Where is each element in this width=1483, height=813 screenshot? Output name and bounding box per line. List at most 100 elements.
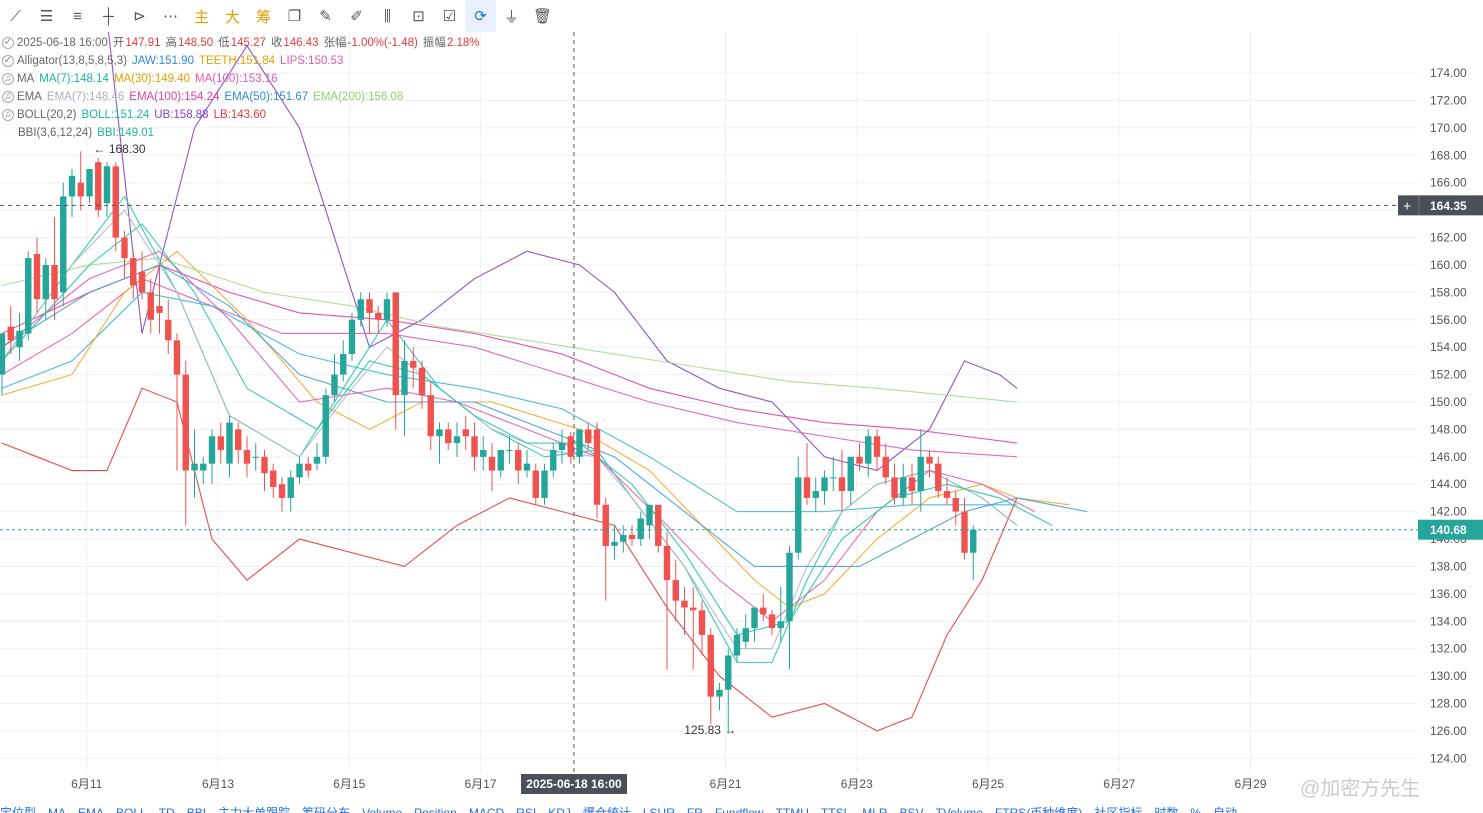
candle — [453, 422, 461, 457]
copy-icon[interactable]: ❐ — [287, 8, 302, 25]
tab-tvolume[interactable]: TVolume — [935, 806, 983, 813]
candle-body — [943, 491, 951, 498]
tab-boll[interactable]: BOLL — [116, 806, 147, 813]
candle — [742, 614, 749, 649]
brush-icon[interactable]: ✐ — [350, 8, 363, 25]
tab-main-force[interactable]: 主力大单跟踪 — [218, 806, 291, 813]
candle-body — [51, 264, 58, 300]
tab-fundflow[interactable]: Fundflow — [714, 806, 764, 813]
y-tick-label: 150.00 — [1430, 395, 1467, 409]
parallel-lines-icon[interactable]: ≡ — [73, 7, 82, 25]
tab-mlr[interactable]: MLR — [862, 806, 888, 813]
bell-icon[interactable]: ♫ — [2, 73, 14, 85]
tab-rsi[interactable]: RSI — [516, 806, 537, 813]
ema-name: EMA — [17, 91, 42, 103]
candle-body — [348, 319, 356, 355]
big-order-button[interactable]: 大 — [224, 8, 240, 26]
main-force-button[interactable]: 主 — [193, 8, 209, 26]
change-value: -1.00%(-1.48) — [347, 37, 418, 49]
candle-body — [103, 166, 111, 204]
collapse-icon[interactable]: ✓ — [2, 55, 14, 67]
tab-chip[interactable]: 筹码分布 — [302, 806, 351, 813]
tab-ttmu[interactable]: TTMU — [775, 806, 809, 813]
candlestick-chart[interactable]: 124.00 126.00 128.00 130.00 132.00 134.00 136.… — [0, 32, 1483, 801]
tab-td[interactable]: TD — [158, 806, 175, 813]
tab-volume[interactable]: Volume — [362, 806, 403, 813]
more-icon[interactable]: ⋯ — [163, 8, 178, 25]
trash-icon[interactable]: 🗑 — [532, 8, 553, 25]
tab-percent[interactable]: % — [1190, 806, 1202, 813]
candle-body — [558, 443, 566, 450]
candle-body — [725, 655, 732, 690]
tab-macd[interactable]: MACD — [468, 806, 505, 813]
candle — [138, 251, 146, 300]
tab-auto[interactable]: 自动 — [1213, 806, 1238, 813]
candle — [882, 443, 889, 485]
candle-body — [401, 360, 408, 396]
magnet-icon[interactable]: ⟳ — [465, 0, 496, 32]
low-value: 145.27 — [230, 37, 266, 49]
candle-body — [637, 518, 644, 540]
collapse-icon[interactable]: ✓ — [2, 37, 14, 49]
boll-value: BOLL:151.24 — [81, 109, 150, 121]
y-tick-label: 124.00 — [1430, 751, 1467, 765]
candle — [768, 610, 776, 635]
tab-liquidation[interactable]: 爆仓统计 — [582, 806, 631, 813]
y-tick-label: 146.00 — [1430, 450, 1467, 464]
y-tick-label: 152.00 — [1430, 368, 1467, 382]
lips-value: LIPS:150.53 — [280, 55, 344, 67]
change-label: 张幅 — [323, 37, 347, 49]
candle — [383, 292, 391, 327]
tab-kdj[interactable]: KDJ — [548, 806, 571, 813]
candle — [357, 292, 364, 327]
indicator-legend: ✓ 2025-06-18 16:00 开 147.91 高 148.50 低 1… — [0, 34, 484, 142]
tab-ftrs[interactable]: FTRS(币种维度) — [994, 806, 1083, 813]
tab-ema[interactable]: EMA — [78, 806, 105, 813]
candle — [278, 477, 286, 512]
y-tick-label: 168.00 — [1430, 148, 1467, 162]
candle — [523, 449, 531, 478]
tab-position[interactable]: Position — [414, 806, 457, 813]
tab-ttsl[interactable]: TTSL — [820, 806, 851, 813]
arrow-path-icon[interactable]: ⊳ — [133, 8, 146, 25]
tab-ma[interactable]: MA — [48, 806, 67, 813]
tab-bbi[interactable]: BBI — [186, 806, 207, 813]
pen-icon[interactable]: ⟋ — [10, 7, 21, 25]
ruler-icon[interactable]: ✎ — [319, 8, 332, 25]
candle — [576, 429, 583, 464]
candle-body — [908, 477, 916, 492]
tab-bsv[interactable]: BSV — [899, 806, 924, 813]
horizontal-lines-icon[interactable]: ☰ — [39, 8, 54, 25]
crosshair-line-icon[interactable]: ┼ — [103, 7, 114, 25]
filter-icon[interactable]: ⏚ — [503, 8, 519, 26]
candle — [42, 258, 49, 320]
candle-body — [16, 330, 23, 348]
candle-body — [733, 634, 741, 656]
candle — [751, 607, 758, 642]
candle-body — [287, 477, 294, 498]
x-tick-label: 6月23 — [841, 777, 873, 791]
candle-body — [926, 456, 933, 464]
tab-lsur[interactable]: LSUR — [642, 806, 675, 813]
candle-body — [243, 449, 251, 464]
lock-icon[interactable]: ⊡ — [412, 8, 425, 25]
tab-community[interactable]: 社区指标 — [1094, 806, 1143, 813]
note-icon[interactable]: ☑ — [442, 8, 457, 25]
chip-button[interactable]: 筹 — [255, 8, 271, 26]
y-tick-label: 136.00 — [1430, 587, 1467, 601]
candle — [567, 432, 574, 464]
min-price-label: 125.83 → — [684, 723, 736, 737]
candle-body — [847, 456, 854, 492]
x-tick-label: 6月13 — [202, 777, 234, 791]
tab-fr[interactable]: FR — [686, 806, 703, 813]
indicator-line-boll-ub — [107, 32, 1018, 472]
bell-icon[interactable]: ♫ — [2, 109, 14, 121]
bell-icon[interactable]: ♫ — [2, 91, 14, 103]
tab-time[interactable]: 时数 — [1154, 806, 1179, 813]
candle-body — [173, 340, 181, 375]
candle — [392, 292, 399, 430]
candle-body — [480, 449, 487, 457]
candles-icon[interactable]: ⫼ — [384, 7, 391, 25]
candle-body — [821, 477, 828, 492]
tab-dingweixing[interactable]: 定位型 — [0, 806, 37, 813]
